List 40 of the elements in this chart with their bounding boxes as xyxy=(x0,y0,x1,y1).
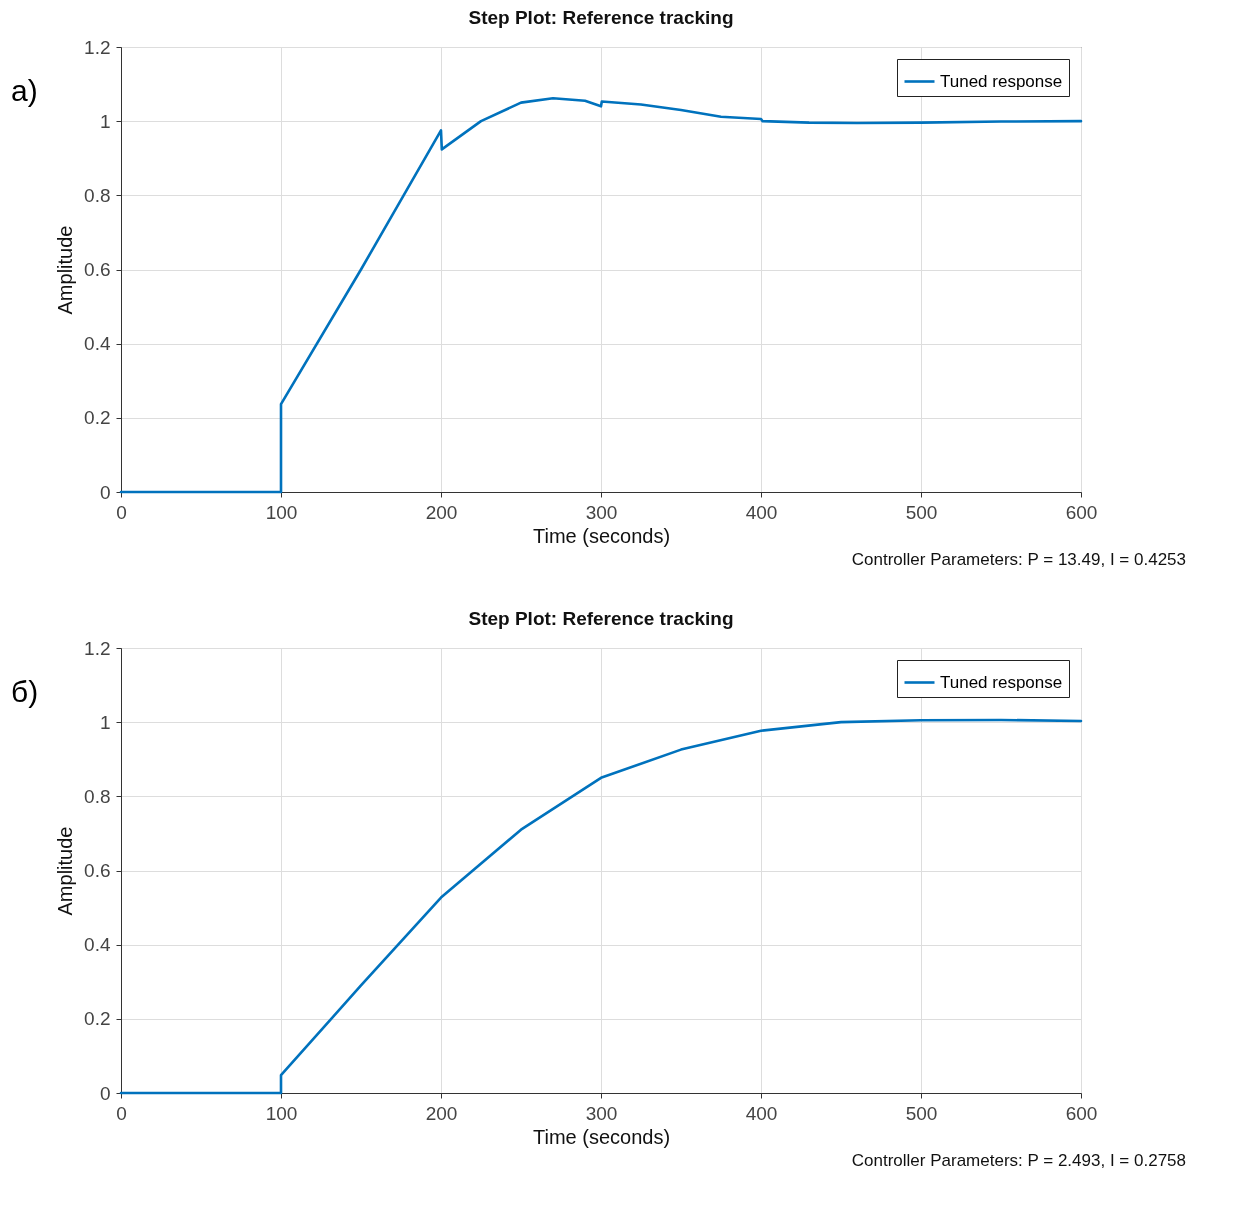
x-tick-label: 200 xyxy=(425,501,458,523)
y-axis-title: Amplitude xyxy=(54,826,77,916)
y-tick-label: 0.4 xyxy=(84,934,111,956)
text: б) xyxy=(11,675,39,708)
legend-label: Tuned response xyxy=(940,71,1063,91)
y-tick-label: 1 xyxy=(99,711,111,733)
text: Controller Parameters: P = 2.493, I = 0.2758 xyxy=(851,1151,1186,1170)
x-tick-label: 400 xyxy=(745,1102,778,1124)
y-tick-label: 0.6 xyxy=(84,259,111,280)
y-tick-label: 0 xyxy=(99,1082,111,1104)
x-axis-title: Time (seconds) xyxy=(532,1125,671,1148)
y-tick-label: 1.2 xyxy=(84,36,111,58)
x-tick-label: 200 xyxy=(425,1102,458,1124)
x-tick-label: 100 xyxy=(265,501,298,523)
x-tick-label: 500 xyxy=(905,501,938,523)
y-tick-label: 0.2 xyxy=(84,407,111,429)
y-tick-label: 0.8 xyxy=(84,785,111,807)
text: Controller Parameters: P = 13.49, I = 0.4253 xyxy=(851,550,1186,569)
x-axis-title: Time (seconds) xyxy=(532,524,671,547)
y-tick-label: 0.2 xyxy=(84,1008,111,1030)
chart-title: Step Plot: Reference tracking xyxy=(468,7,734,28)
y-tick-label: 1 xyxy=(99,110,111,132)
x-tick-label: 600 xyxy=(1065,1102,1098,1124)
x-tick-label: 400 xyxy=(745,501,778,523)
y-axis-title: Amplitude xyxy=(54,225,77,315)
x-tick-label: 0 xyxy=(116,501,127,523)
x-tick-label: 300 xyxy=(585,1102,618,1124)
x-tick-label: 500 xyxy=(905,1102,938,1124)
chart-title: Step Plot: Reference tracking xyxy=(468,608,734,629)
text: а) xyxy=(11,74,38,107)
y-tick-label: 0.6 xyxy=(84,860,111,881)
y-tick-label: 0 xyxy=(99,481,111,503)
x-tick-label: 300 xyxy=(585,501,618,523)
x-tick-label: 0 xyxy=(116,1102,127,1124)
y-tick-label: 0.8 xyxy=(84,184,111,206)
y-tick-label: 0.4 xyxy=(84,333,111,355)
y-tick-label: 1.2 xyxy=(84,637,111,659)
x-tick-label: 100 xyxy=(265,1102,298,1124)
x-tick-label: 600 xyxy=(1065,501,1098,523)
legend-label: Tuned response xyxy=(940,672,1063,692)
